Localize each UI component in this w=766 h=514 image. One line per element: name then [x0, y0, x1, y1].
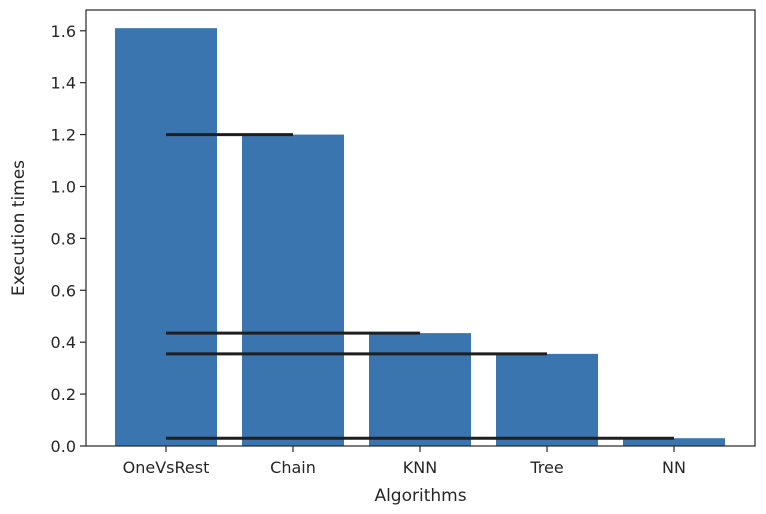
bar-tree: [496, 353, 598, 446]
bars-group: [115, 28, 725, 447]
y-tick-label: 0.2: [51, 385, 76, 404]
y-tick-label: 0.4: [51, 333, 76, 352]
y-axis-label: Execution times: [9, 160, 29, 296]
bar-onevsrest: [115, 28, 217, 447]
x-tick-label: Tree: [529, 458, 563, 477]
y-tick-label: 0.0: [51, 437, 76, 456]
bar-chain: [242, 134, 344, 447]
y-axis-ticks: 0.0 0.2 0.4 0.6 0.8 1.0 1.2 1.4 1.6: [51, 22, 86, 456]
reference-lines-group: [166, 133, 674, 440]
y-tick-label: 1.4: [51, 74, 76, 93]
x-tick-label: Chain: [270, 458, 316, 477]
y-tick-label: 1.6: [51, 22, 76, 41]
y-tick-label: 1.0: [51, 177, 76, 196]
x-axis-label: Algorithms: [374, 486, 466, 506]
bar-nn: [623, 438, 725, 446]
x-axis-ticks: OneVsRest Chain KNN Tree NN: [123, 446, 686, 477]
y-tick-label: 0.6: [51, 281, 76, 300]
x-tick-label: OneVsRest: [123, 458, 210, 477]
y-tick-label: 0.8: [51, 229, 76, 248]
x-tick-label: KNN: [403, 458, 437, 477]
y-tick-label: 1.2: [51, 126, 76, 145]
bar-knn: [369, 333, 471, 446]
x-tick-label: NN: [662, 458, 686, 477]
